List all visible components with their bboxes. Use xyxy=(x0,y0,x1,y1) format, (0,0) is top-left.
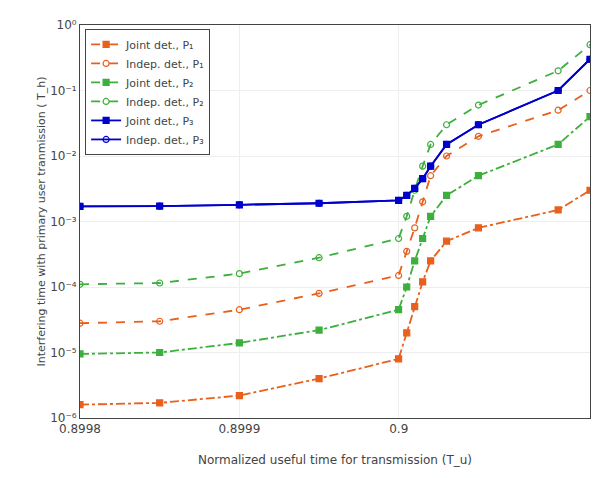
svg-text:Indep. det., P₃: Indep. det., P₃ xyxy=(126,134,204,147)
svg-text:10⁻²: 10⁻² xyxy=(50,149,77,163)
svg-text:Interfering time with primary: Interfering time with primary user tranm… xyxy=(35,76,48,366)
svg-text:Indep. det., P₁: Indep. det., P₁ xyxy=(126,58,204,71)
svg-text:0.8999: 0.8999 xyxy=(218,422,260,436)
svg-text:Normalized useful time for tra: Normalized useful time for transmission … xyxy=(198,453,472,467)
svg-text:10⁻⁴: 10⁻⁴ xyxy=(50,280,77,294)
svg-text:0.8998: 0.8998 xyxy=(59,422,101,436)
svg-text:10⁰: 10⁰ xyxy=(57,18,77,32)
svg-text:Joint det., P₂: Joint det., P₂ xyxy=(125,77,193,90)
svg-text:0.9: 0.9 xyxy=(389,422,408,436)
svg-text:Indep. det., P₂: Indep. det., P₂ xyxy=(126,96,204,109)
svg-text:Joint det., P₃: Joint det., P₃ xyxy=(125,115,193,128)
svg-text:10⁻⁵: 10⁻⁵ xyxy=(50,346,77,360)
svg-text:10⁻³: 10⁻³ xyxy=(50,215,77,229)
svg-text:Joint det., P₁: Joint det., P₁ xyxy=(125,39,193,52)
svg-text:10⁻¹: 10⁻¹ xyxy=(50,84,77,98)
svg-text:10⁻⁶: 10⁻⁶ xyxy=(50,411,77,425)
